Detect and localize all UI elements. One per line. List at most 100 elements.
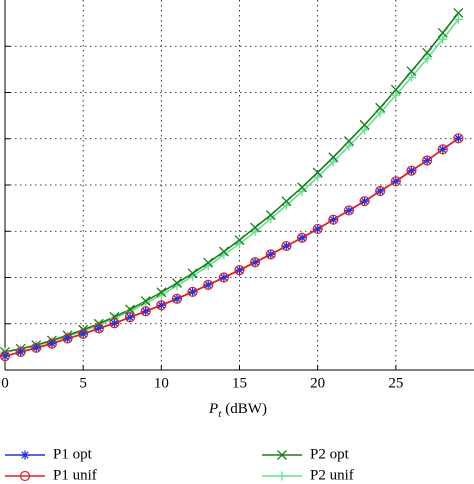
marker bbox=[406, 66, 417, 77]
marker bbox=[359, 196, 370, 207]
marker bbox=[406, 166, 416, 176]
marker bbox=[391, 176, 401, 186]
legend-label: P2 opt bbox=[310, 446, 350, 462]
marker bbox=[422, 54, 432, 64]
marker bbox=[406, 72, 416, 82]
x-label-subscript: t bbox=[218, 408, 222, 420]
x-tick-label: 20 bbox=[310, 375, 325, 391]
marker bbox=[328, 152, 339, 163]
marker bbox=[375, 102, 386, 113]
marker bbox=[437, 27, 448, 38]
series-line bbox=[4, 12, 459, 353]
marker bbox=[0, 351, 11, 362]
x-tick-label: 0 bbox=[1, 375, 9, 391]
marker bbox=[109, 318, 120, 329]
marker bbox=[47, 339, 57, 349]
marker bbox=[93, 323, 104, 334]
x-label-symbol: P bbox=[208, 401, 218, 417]
marker bbox=[375, 185, 386, 197]
marker bbox=[31, 343, 41, 353]
marker bbox=[422, 155, 433, 166]
marker bbox=[234, 235, 245, 245]
series-line bbox=[4, 18, 459, 353]
marker bbox=[453, 133, 463, 143]
marker bbox=[0, 351, 10, 361]
marker bbox=[187, 268, 198, 279]
marker bbox=[391, 90, 401, 100]
marker bbox=[125, 312, 135, 322]
marker bbox=[109, 318, 119, 328]
series-line bbox=[4, 137, 459, 357]
marker bbox=[313, 224, 323, 234]
marker bbox=[344, 141, 354, 151]
marker bbox=[140, 296, 151, 307]
marker bbox=[63, 334, 73, 344]
marker bbox=[156, 287, 167, 298]
marker bbox=[172, 278, 182, 289]
marker bbox=[203, 257, 214, 268]
marker bbox=[46, 338, 58, 349]
marker bbox=[266, 249, 276, 259]
marker bbox=[390, 84, 401, 95]
marker bbox=[234, 265, 245, 276]
marker bbox=[235, 265, 244, 275]
marker bbox=[297, 182, 307, 193]
marker bbox=[187, 286, 198, 297]
marker bbox=[375, 186, 385, 196]
x-tick-label: 10 bbox=[154, 375, 169, 391]
marker bbox=[219, 273, 229, 282]
legend-marker bbox=[20, 450, 30, 460]
marker bbox=[343, 205, 355, 216]
legend-label: P1 unif bbox=[53, 467, 97, 483]
marker bbox=[328, 214, 339, 225]
legend-marker bbox=[19, 470, 31, 482]
marker bbox=[360, 125, 370, 135]
marker bbox=[94, 323, 104, 333]
marker bbox=[218, 246, 229, 257]
marker bbox=[140, 306, 151, 317]
marker bbox=[422, 155, 432, 165]
marker bbox=[31, 342, 42, 353]
marker bbox=[422, 47, 433, 58]
marker bbox=[297, 186, 307, 196]
marker bbox=[359, 119, 370, 130]
x-axis-label: Pt (dBW) bbox=[208, 401, 267, 419]
marker bbox=[313, 172, 323, 182]
marker bbox=[188, 287, 198, 297]
marker bbox=[250, 257, 261, 268]
marker bbox=[375, 108, 385, 118]
marker bbox=[453, 14, 463, 24]
x-tick-label: 15 bbox=[232, 375, 247, 391]
marker bbox=[125, 304, 136, 315]
marker bbox=[156, 300, 166, 310]
marker bbox=[281, 240, 292, 252]
marker bbox=[312, 223, 323, 235]
legend-marker bbox=[277, 471, 287, 481]
marker bbox=[344, 205, 354, 215]
marker bbox=[16, 347, 26, 357]
marker bbox=[281, 241, 291, 251]
marker bbox=[250, 227, 260, 237]
x-tick-label: 5 bbox=[79, 375, 87, 391]
marker bbox=[156, 300, 167, 311]
marker bbox=[265, 210, 276, 221]
marker bbox=[78, 328, 89, 340]
legend-marker bbox=[277, 450, 287, 460]
marker bbox=[438, 34, 448, 44]
marker bbox=[78, 329, 88, 339]
legend-label: P1 opt bbox=[53, 446, 93, 462]
marker bbox=[281, 200, 291, 210]
marker bbox=[62, 333, 73, 344]
marker bbox=[390, 176, 401, 187]
marker bbox=[218, 272, 229, 283]
marker bbox=[250, 257, 260, 267]
marker bbox=[360, 196, 370, 206]
marker bbox=[437, 144, 448, 155]
marker bbox=[406, 165, 417, 176]
legend-label: P2 unif bbox=[310, 467, 354, 483]
marker bbox=[203, 280, 213, 290]
marker bbox=[15, 346, 26, 358]
marker bbox=[438, 144, 448, 154]
marker bbox=[328, 157, 338, 167]
